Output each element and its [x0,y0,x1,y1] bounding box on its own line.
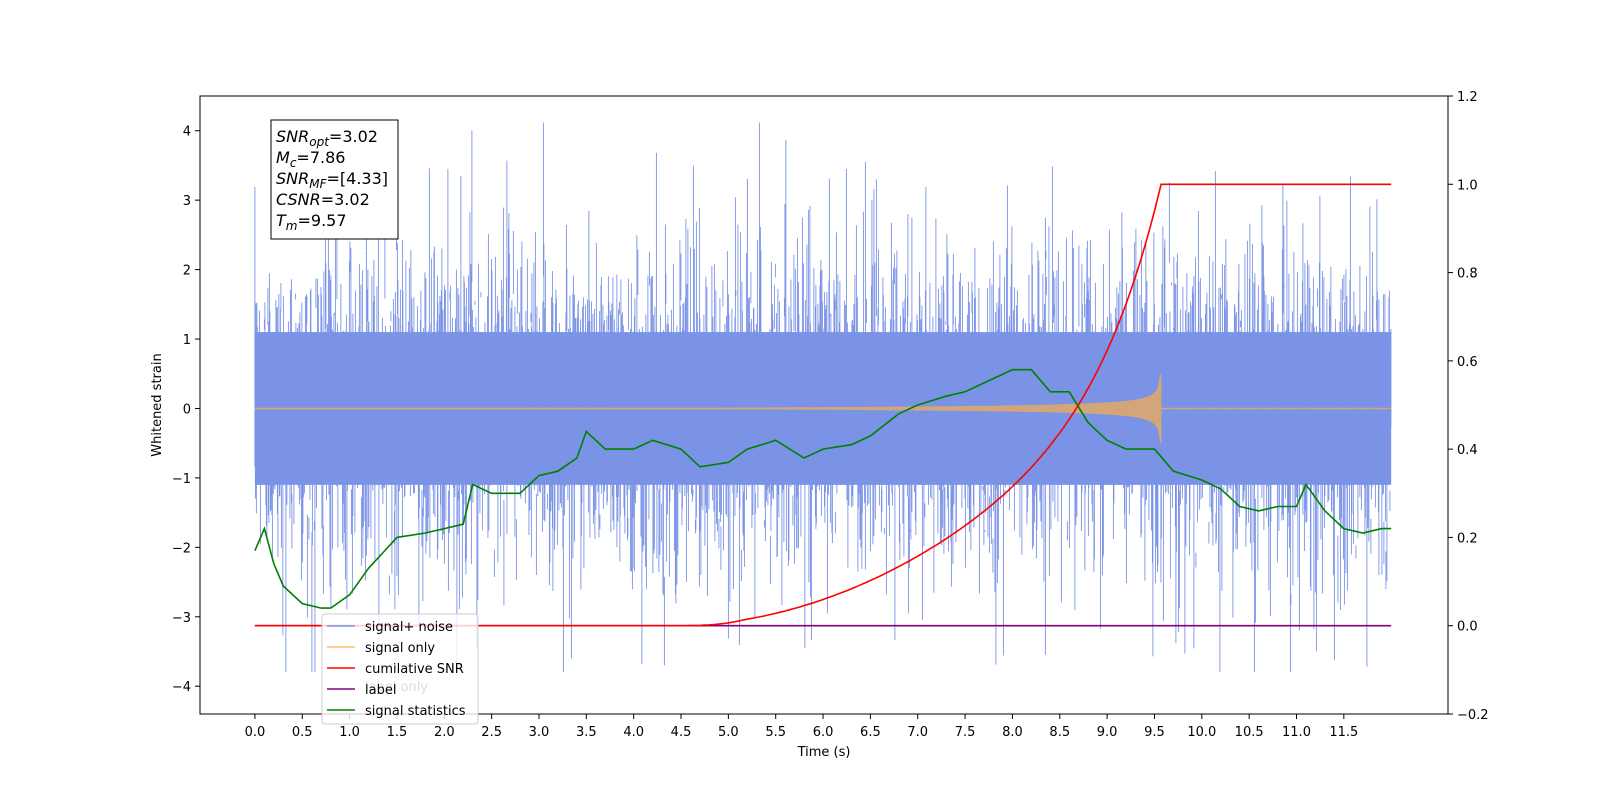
legend-item-label: signal only [365,641,435,656]
y-right-tick-label: 0.6 [1457,355,1478,370]
x-tick-label: 9.5 [1144,725,1165,740]
x-tick-label: 4.0 [623,725,644,740]
x-tick-label: 7.5 [955,725,976,740]
y-left-tick-label: 1 [183,333,191,348]
y-right-tick-label: 0.4 [1457,443,1478,458]
x-tick-label: 11.5 [1329,725,1358,740]
y-left-tick-label: −3 [172,611,191,626]
x-tick-label: 1.0 [339,725,360,740]
x-tick-label: 10.5 [1235,725,1264,740]
y-left-tick-label: 4 [183,125,191,140]
x-axis-title: Time (s) [797,745,851,760]
x-tick-label: 10.0 [1187,725,1216,740]
x-tick-label: 2.0 [434,725,455,740]
signal-noise-series [254,122,1392,673]
x-tick-label: 8.0 [1002,725,1023,740]
x-tick-label: 7.0 [907,725,928,740]
x-tick-label: 6.5 [860,725,881,740]
y-right-tick-label: 0.0 [1457,620,1478,635]
annotation-line: CSNR=3.02 [276,190,370,209]
x-tick-label: 8.5 [1049,725,1070,740]
x-tick-label: 6.0 [813,725,834,740]
y-left-tick-label: −2 [172,541,191,556]
x-tick-label: 2.5 [481,725,502,740]
x-tick-label: 0.0 [245,725,266,740]
x-tick-label: 5.5 [765,725,786,740]
legend-item-label: label [365,683,396,698]
plot-frame [199,95,1449,715]
y-axis-right-ticks: 1.2 1.0 0.8 0.6 0.4 0.2 0.0 −0.2 [1448,90,1489,723]
signal-noise-line [254,122,1392,673]
legend-item-label: signal statistics [365,704,466,719]
y-right-tick-label: −0.2 [1457,708,1489,723]
legend: label only signal+ noise signal only cumila… [321,613,479,725]
annotation-line: SNRopt=3.02 [276,127,378,149]
x-tick-label: 3.5 [576,725,597,740]
legend-ghost-label: label only [365,680,428,695]
y-right-tick-label: 1.2 [1457,90,1478,105]
signal-only-series [254,373,1392,444]
y-right-tick-label: 1.0 [1457,178,1478,193]
y-axis-left-ticks: 4 3 2 1 0 −1 −2 −3 −4 [172,125,200,695]
y-left-tick-label: −4 [172,680,191,695]
x-tick-label: 5.0 [718,725,739,740]
y-right-tick-label: 0.2 [1457,531,1478,546]
y-left-tick-label: −1 [172,472,191,487]
x-tick-label: 4.5 [671,725,692,740]
legend-item-label: signal+ noise [365,620,453,635]
y-left-tick-label: 0 [183,402,191,417]
x-tick-label: 3.0 [529,725,550,740]
annotation-box [270,119,399,240]
legend-item-label: cumilative SNR [365,662,464,677]
signal-statistics-series [254,368,1392,609]
y-left-tick-label: 3 [183,194,191,209]
legend-box [321,613,479,725]
annotation-line: SNRMF=[4.33] [276,169,388,191]
x-tick-label: 9.0 [1097,725,1118,740]
y-axis-title: Whitened strain [150,353,165,456]
x-tick-label: 0.5 [292,725,313,740]
annotation-line: Mc=7.86 [276,148,345,170]
signal-statistics-line [254,368,1392,609]
x-tick-label: 1.5 [387,725,408,740]
x-axis-ticks: 0.0 0.5 1.0 1.5 2.0 2.5 3.0 3.5 4.0 4.5 5.0 5.5 6.0 6… [245,714,1358,740]
y-left-tick-label: 2 [183,264,191,279]
y-right-tick-label: 0.8 [1457,267,1478,282]
annotation-line: Tm=9.57 [276,211,347,233]
x-tick-label: 11.0 [1282,725,1311,740]
